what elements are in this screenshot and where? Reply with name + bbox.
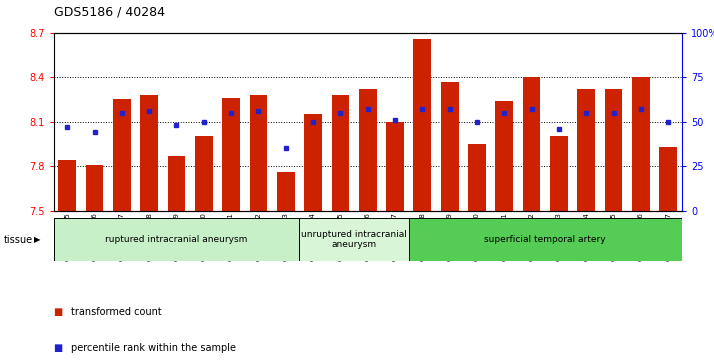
Bar [359,89,376,211]
Bar [523,77,540,211]
Bar [140,95,158,211]
Bar [195,136,213,211]
Bar [59,160,76,211]
Bar [496,101,513,211]
Text: ruptured intracranial aneurysm: ruptured intracranial aneurysm [105,235,248,244]
Text: ▶: ▶ [34,235,41,244]
Bar [659,147,677,211]
Text: GDS5186 / 40284: GDS5186 / 40284 [54,5,164,18]
Bar [168,156,186,211]
Bar [408,218,682,261]
Bar [441,82,458,211]
Bar [250,95,267,211]
Bar [550,136,568,211]
Bar [632,77,650,211]
Text: unruptured intracranial
aneurysm: unruptured intracranial aneurysm [301,230,407,249]
Bar [54,218,299,261]
Bar [304,114,322,211]
Bar [277,172,295,211]
Bar [386,122,404,211]
Bar [605,89,623,211]
Text: percentile rank within the sample: percentile rank within the sample [71,343,236,354]
Text: ■: ■ [54,307,63,317]
Bar [331,95,349,211]
Bar [113,99,131,211]
Bar [299,218,408,261]
Bar [86,164,104,211]
Bar [222,98,240,211]
Bar [578,89,595,211]
Text: ■: ■ [54,343,63,354]
Text: transformed count: transformed count [71,307,162,317]
Text: tissue: tissue [4,234,33,245]
Bar [413,38,431,211]
Text: superficial temporal artery: superficial temporal artery [485,235,606,244]
Bar [468,144,486,211]
